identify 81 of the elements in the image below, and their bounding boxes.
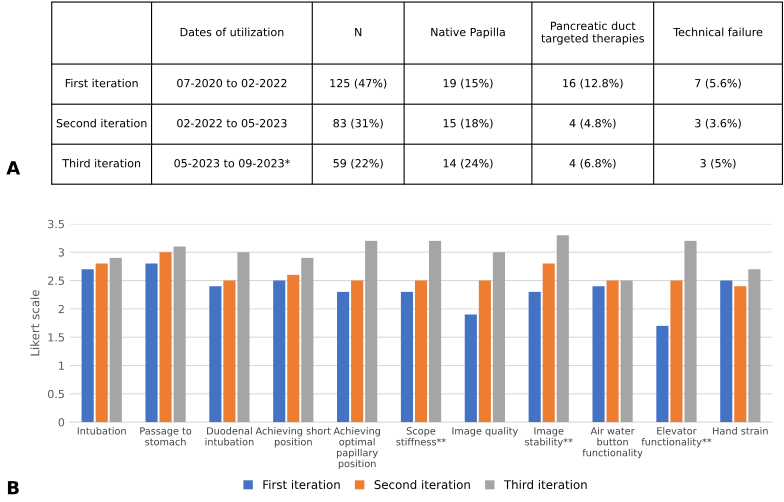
y-axis-title: Likert scale	[30, 290, 40, 356]
bar	[82, 269, 94, 422]
bar	[273, 280, 286, 422]
bar	[684, 240, 697, 422]
bar	[174, 246, 186, 422]
bar	[656, 326, 668, 422]
category-label: Second iteration	[56, 118, 146, 128]
text: 05-2023 to 09-2023*	[174, 159, 290, 168]
legend-label: Third iteration	[504, 480, 587, 490]
bar	[223, 280, 236, 422]
text: 7 (5.6%)	[695, 78, 741, 89]
text: 15 (18%)	[444, 118, 493, 129]
y-tick-label: 1.5	[48, 333, 64, 342]
category-label: Pancreatic duct targeted therapies	[541, 21, 644, 45]
text: B	[8, 481, 19, 494]
y-tick-label: 0	[58, 418, 64, 427]
bar	[110, 258, 122, 422]
bar	[592, 286, 605, 422]
text: 02-2022 to 05-2023	[177, 118, 287, 128]
bar	[209, 286, 222, 422]
x-tick-label: Passage to stomach	[140, 427, 192, 446]
bar	[478, 280, 491, 422]
bar	[606, 280, 619, 422]
bar	[414, 280, 428, 422]
y-tick-label: 2	[58, 304, 64, 314]
y-tick-label: 0.5	[48, 390, 64, 398]
text: 07-2020 to 02-2022	[177, 78, 286, 88]
bar	[365, 240, 378, 422]
bar	[492, 252, 505, 422]
category-label: Third iteration	[62, 158, 140, 168]
text: 83 (31%)	[333, 118, 383, 129]
category-label: N	[355, 28, 362, 36]
bar	[351, 280, 364, 422]
text: 125 (47%)	[330, 78, 386, 89]
bar	[528, 292, 541, 422]
text: 59 (22%)	[334, 158, 383, 169]
x-tick-label: Image stability**	[525, 427, 573, 448]
bar	[542, 264, 555, 422]
x-tick-label: Intubation	[78, 427, 126, 435]
category-label: Dates of utilization	[180, 28, 284, 36]
x-tick-label: Scope stiffness**	[396, 427, 446, 446]
text: A	[6, 161, 20, 174]
text: 16 (12.8%)	[563, 78, 623, 89]
text: 3 (3.6%)	[695, 118, 741, 129]
bar	[337, 292, 350, 422]
text: 3 (5%)	[700, 158, 736, 169]
bar	[720, 280, 732, 422]
bar	[400, 292, 414, 422]
bar	[670, 280, 683, 422]
category-label: First iteration	[66, 78, 138, 88]
bar	[301, 258, 314, 422]
text: 4 (4.8%)	[570, 118, 616, 129]
bar	[237, 252, 250, 422]
bar	[464, 314, 477, 422]
bar	[287, 274, 300, 422]
legend-label: First iteration	[263, 480, 340, 490]
text: 19 (15%)	[444, 78, 493, 89]
x-tick-label: Air water button functionality	[582, 427, 643, 458]
bar	[620, 280, 633, 422]
bar	[556, 235, 569, 422]
bar	[96, 264, 108, 422]
x-tick-label: Duodenal intubation	[206, 427, 254, 446]
bar	[160, 252, 172, 422]
x-tick-label: Image quality	[452, 427, 518, 436]
bar	[734, 286, 746, 422]
y-tick-label: 3.5	[48, 220, 64, 228]
x-tick-label: Achieving optimal papillary position	[333, 427, 380, 470]
legend-label: Second iteration	[374, 480, 470, 490]
bar	[428, 240, 442, 422]
y-tick-label: 2.5	[48, 276, 64, 285]
bar	[145, 264, 158, 422]
text: 4 (6.8%)	[570, 158, 616, 169]
bar	[748, 269, 760, 422]
x-tick-label: Hand strain	[713, 427, 768, 435]
category-label: Technical failure	[673, 28, 762, 36]
x-tick-label: Elevator functionality**	[641, 427, 712, 448]
y-tick-label: 1	[59, 362, 64, 370]
y-tick-label: 3	[58, 248, 64, 257]
text: 14 (24%)	[444, 158, 493, 169]
category-label: Native Papilla	[431, 28, 505, 38]
x-tick-label: Achieving short position	[256, 427, 331, 448]
